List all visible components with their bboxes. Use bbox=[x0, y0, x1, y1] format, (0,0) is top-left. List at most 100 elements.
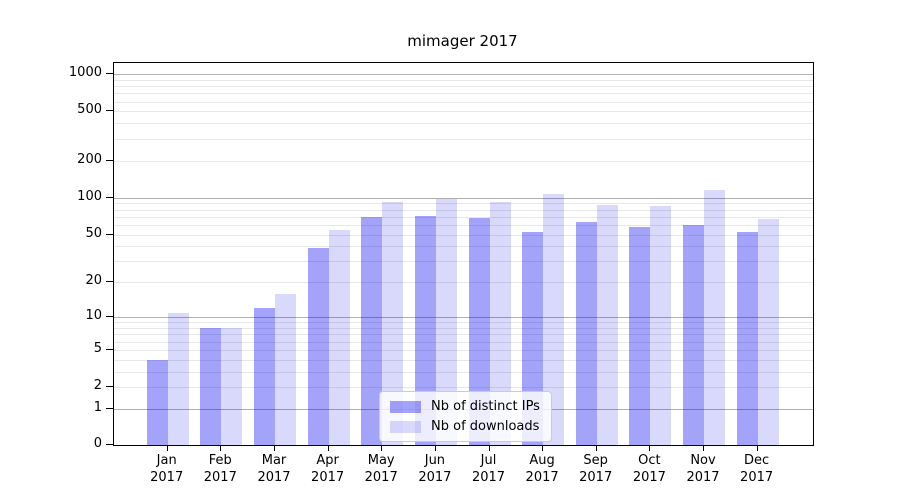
x-tick-year: 2017 bbox=[740, 470, 774, 485]
y-tick-label: 2 bbox=[93, 378, 102, 394]
gridline-minor bbox=[114, 203, 813, 205]
bar-distinct-ips bbox=[200, 328, 222, 445]
y-tick-mark bbox=[106, 73, 113, 75]
bar-downloads bbox=[650, 206, 672, 445]
bar-distinct-ips bbox=[146, 359, 168, 445]
x-tick-mark bbox=[756, 445, 758, 451]
bar-downloads bbox=[757, 219, 779, 445]
x-tick-year: 2017 bbox=[150, 470, 184, 485]
y-tick-label: 5 bbox=[93, 340, 102, 356]
x-tick-label: Nov 2017 bbox=[671, 452, 735, 486]
bar-distinct-ips bbox=[361, 216, 383, 445]
x-tick-mark bbox=[434, 445, 436, 451]
gridline-major bbox=[114, 74, 813, 76]
y-tick-mark bbox=[106, 196, 113, 198]
gridline-major bbox=[114, 197, 813, 199]
x-tick-label: Aug 2017 bbox=[510, 452, 574, 486]
x-tick-mark bbox=[220, 445, 222, 451]
x-tick-year: 2017 bbox=[525, 470, 559, 485]
y-tick-mark bbox=[106, 408, 113, 410]
y-tick-label: 100 bbox=[77, 188, 102, 204]
x-tick-label: Sep 2017 bbox=[564, 452, 628, 486]
x-tick-year: 2017 bbox=[311, 470, 345, 485]
gridline-minor bbox=[114, 160, 813, 162]
gridline-minor bbox=[114, 328, 813, 330]
bar-distinct-ips bbox=[414, 216, 436, 445]
gridline-minor bbox=[114, 86, 813, 88]
gridline-minor bbox=[114, 101, 813, 103]
bar-distinct-ips bbox=[307, 247, 329, 445]
y-tick-mark bbox=[106, 348, 113, 350]
x-tick-label: Jul 2017 bbox=[457, 452, 521, 486]
x-tick-month: Sep bbox=[583, 453, 608, 468]
gridline-minor bbox=[114, 246, 813, 248]
gridline-minor bbox=[114, 93, 813, 95]
x-tick-month: Apr bbox=[316, 453, 339, 468]
bar-downloads bbox=[596, 204, 618, 445]
y-tick-label: 10 bbox=[85, 308, 102, 324]
bar-downloads bbox=[221, 328, 243, 445]
gridline-minor bbox=[114, 349, 813, 351]
legend-swatch-downloads bbox=[390, 420, 421, 433]
y-tick-mark bbox=[106, 386, 113, 388]
y-tick-label: 500 bbox=[77, 102, 102, 118]
x-tick-year: 2017 bbox=[418, 470, 452, 485]
x-tick-mark bbox=[381, 445, 383, 451]
gridline-minor bbox=[114, 79, 813, 81]
x-tick-month: Dec bbox=[744, 453, 770, 468]
y-tick-label: 0 bbox=[93, 436, 102, 451]
bar-downloads bbox=[704, 190, 725, 445]
x-tick-month: Jan bbox=[156, 453, 177, 468]
x-tick-mark bbox=[649, 445, 651, 451]
x-tick-mark bbox=[542, 445, 544, 451]
y-tick-mark bbox=[106, 281, 113, 283]
gridline-minor bbox=[114, 261, 813, 263]
gridline-minor bbox=[114, 224, 813, 226]
x-tick-label: Dec 2017 bbox=[725, 452, 789, 486]
y-tick-label: 1000 bbox=[68, 65, 102, 81]
x-tick-year: 2017 bbox=[686, 470, 720, 485]
legend: Nb of distinct IPs Nb of downloads bbox=[379, 391, 552, 442]
x-tick-year: 2017 bbox=[579, 470, 613, 485]
gridline-minor bbox=[114, 234, 813, 236]
x-tick-month: Aug bbox=[529, 453, 555, 468]
x-tick-year: 2017 bbox=[257, 470, 291, 485]
x-tick-mark bbox=[595, 445, 597, 451]
x-tick-month: Jul bbox=[480, 453, 497, 468]
bar-downloads bbox=[328, 229, 350, 445]
x-tick-year: 2017 bbox=[203, 470, 237, 485]
x-tick-label: Feb 2017 bbox=[188, 452, 252, 486]
x-tick-month: Mar bbox=[261, 453, 287, 468]
bar-distinct-ips bbox=[736, 231, 758, 445]
y-tick-label: 1 bbox=[93, 400, 102, 416]
legend-swatch-distinct-ips bbox=[390, 400, 421, 413]
gridline-minor bbox=[114, 123, 813, 125]
gridline-minor bbox=[114, 138, 813, 140]
bar-downloads bbox=[382, 202, 404, 445]
legend-item-downloads: Nb of downloads bbox=[390, 419, 540, 434]
gridline-minor bbox=[114, 209, 813, 211]
gridline-minor bbox=[114, 387, 813, 389]
bar-distinct-ips bbox=[468, 218, 490, 445]
x-tick-label: Jan 2017 bbox=[135, 452, 199, 486]
x-tick-month: Nov bbox=[690, 453, 716, 468]
x-tick-year: 2017 bbox=[364, 470, 398, 485]
x-tick-year: 2017 bbox=[632, 470, 666, 485]
x-tick-mark bbox=[488, 445, 490, 451]
bar-downloads bbox=[489, 201, 511, 445]
y-tick-mark bbox=[106, 444, 113, 445]
x-tick-year: 2017 bbox=[471, 470, 506, 485]
y-tick-mark bbox=[106, 233, 113, 235]
gridline-minor bbox=[114, 341, 813, 343]
bar-distinct-ips bbox=[254, 308, 275, 445]
gridline-minor bbox=[114, 282, 813, 284]
x-tick-mark bbox=[327, 445, 329, 451]
x-tick-mark bbox=[703, 445, 704, 451]
y-tick-mark bbox=[106, 110, 113, 112]
gridline-minor bbox=[114, 334, 813, 336]
legend-label-downloads: Nb of downloads bbox=[431, 419, 540, 434]
y-tick-label: 20 bbox=[85, 273, 102, 289]
x-tick-month: May bbox=[367, 453, 395, 468]
y-tick-mark bbox=[106, 316, 113, 318]
